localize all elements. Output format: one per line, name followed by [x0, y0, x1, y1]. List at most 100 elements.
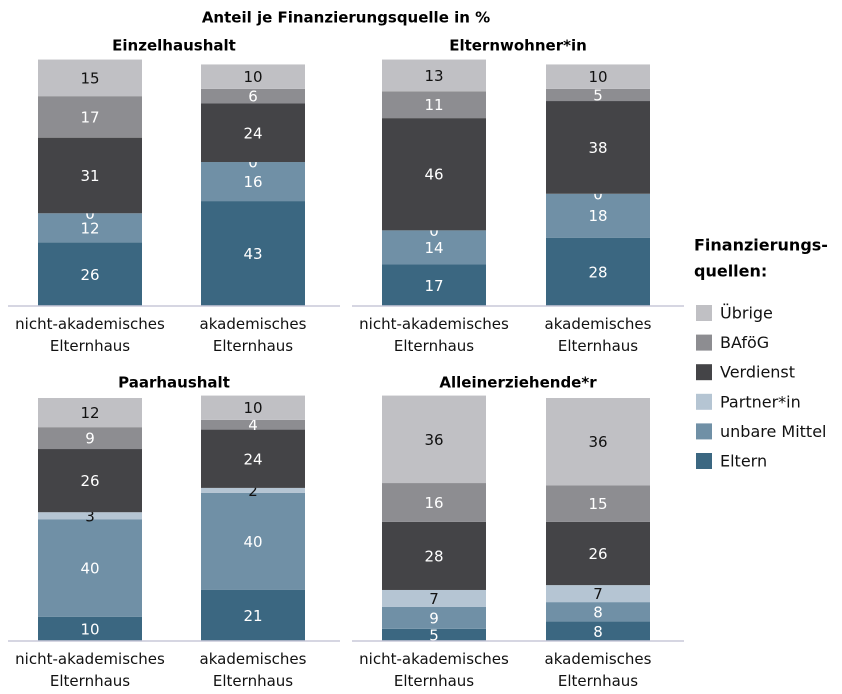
- bar-segment: [201, 419, 305, 430]
- data-label: 21: [243, 607, 262, 625]
- legend-label: Eltern: [720, 452, 767, 471]
- x-tick-label: akademisches Elternhaus: [200, 315, 307, 355]
- bar-segment: [382, 91, 486, 119]
- data-label: 40: [80, 560, 99, 578]
- bar-segment: [546, 237, 650, 306]
- data-label: 28: [424, 547, 443, 565]
- bar-segment: [382, 230, 486, 265]
- bar-segment: [546, 398, 650, 486]
- data-label: 7: [593, 585, 603, 603]
- data-label: 15: [588, 495, 607, 513]
- bar-segment: [38, 96, 142, 138]
- bar-segment: [38, 242, 142, 306]
- label-line: akademisches: [545, 650, 652, 668]
- bar-segment: [382, 606, 486, 629]
- data-label: 24: [243, 450, 262, 468]
- label-line: Elternhaus: [213, 337, 293, 355]
- label-line: Elternhaus: [50, 337, 130, 355]
- panel-title: Alleinerziehende*r: [439, 374, 597, 392]
- label-line: akademisches: [545, 315, 652, 333]
- data-label: 9: [429, 609, 439, 627]
- legend-swatch: [696, 364, 712, 381]
- legend-swatch: [696, 393, 712, 410]
- bar-segment: [382, 483, 486, 522]
- data-label: 36: [588, 433, 607, 451]
- legend-title: quellen:: [694, 262, 767, 281]
- bar-segment: [382, 395, 486, 484]
- data-label: 26: [588, 545, 607, 563]
- bar-segment: [546, 602, 650, 622]
- data-label: 0: [429, 222, 439, 240]
- data-label: 46: [424, 166, 443, 184]
- data-label: 31: [80, 167, 99, 185]
- data-label: 8: [593, 603, 603, 621]
- legend-swatch: [696, 423, 712, 440]
- bar-segment: [201, 429, 305, 488]
- data-label: 17: [424, 277, 443, 295]
- data-label: 3: [85, 507, 95, 525]
- bar-segment: [546, 193, 650, 238]
- label-line: Elternhaus: [558, 672, 638, 690]
- data-label: 5: [429, 626, 439, 644]
- label-line: akademisches: [200, 650, 307, 668]
- legend-swatch: [696, 305, 712, 321]
- bar-segment: [201, 64, 305, 89]
- label-line: akademisches: [200, 315, 307, 333]
- data-label: 6: [248, 88, 258, 106]
- bar-segment: [38, 616, 142, 641]
- bar-segment: [201, 201, 305, 306]
- data-label: 4: [248, 416, 258, 434]
- bar-segment: [201, 487, 305, 493]
- legend-title: Finanzierungs-: [694, 236, 828, 255]
- data-label: 0: [248, 154, 258, 172]
- bar-segment: [38, 213, 142, 243]
- bar-segment: [382, 589, 486, 607]
- legend-label: unbare Mittel: [720, 422, 826, 441]
- data-label: 40: [243, 533, 262, 551]
- legend-label: Übrige: [720, 304, 773, 323]
- bar-segment: [382, 118, 486, 231]
- data-label: 16: [243, 173, 262, 191]
- bar-segment: [38, 449, 142, 513]
- chart-title: Anteil je Finanzierungsquelle in %: [202, 9, 490, 27]
- data-label: 12: [80, 404, 99, 422]
- x-tick-label: nicht-akademisches Elternhaus: [359, 315, 509, 355]
- label-line: nicht-akademisches: [15, 315, 165, 333]
- bar-segment: [546, 88, 650, 102]
- data-label: 0: [85, 205, 95, 223]
- data-label: 16: [424, 494, 443, 512]
- data-label: 8: [593, 623, 603, 641]
- data-label: 12: [80, 219, 99, 237]
- data-label: 18: [588, 207, 607, 225]
- data-label: 9: [85, 430, 95, 448]
- data-label: 11: [424, 96, 443, 114]
- data-label: 14: [424, 239, 443, 257]
- data-label: 24: [243, 124, 262, 142]
- x-tick-label: nicht-akademisches Elternhaus: [15, 650, 165, 690]
- bar-segment: [382, 521, 486, 590]
- data-label: 26: [80, 266, 99, 284]
- label-line: nicht-akademisches: [359, 315, 509, 333]
- bar-segment: [38, 427, 142, 450]
- panel-title: Einzelhaushalt: [112, 37, 236, 55]
- data-label: 10: [243, 68, 262, 86]
- x-tick-label: nicht-akademisches Elternhaus: [15, 315, 165, 355]
- data-label: 38: [588, 139, 607, 157]
- legend-label: BAföG: [720, 333, 769, 352]
- data-label: 5: [593, 86, 603, 104]
- bar-segment: [546, 621, 650, 641]
- x-tick-label: akademisches Elternhaus: [545, 315, 652, 355]
- bar-segment: [38, 398, 142, 428]
- data-label: 43: [243, 245, 262, 263]
- bar-segment: [201, 395, 305, 420]
- data-label: 10: [588, 68, 607, 86]
- bar-segment: [546, 485, 650, 522]
- data-label: 17: [80, 108, 99, 126]
- x-tick-label: akademisches Elternhaus: [545, 650, 652, 690]
- panel-title: Elternwohner*in: [449, 37, 587, 55]
- data-label: 7: [429, 590, 439, 608]
- bar-segment: [38, 512, 142, 520]
- label-line: Elternhaus: [50, 672, 130, 690]
- label-line: Elternhaus: [213, 672, 293, 690]
